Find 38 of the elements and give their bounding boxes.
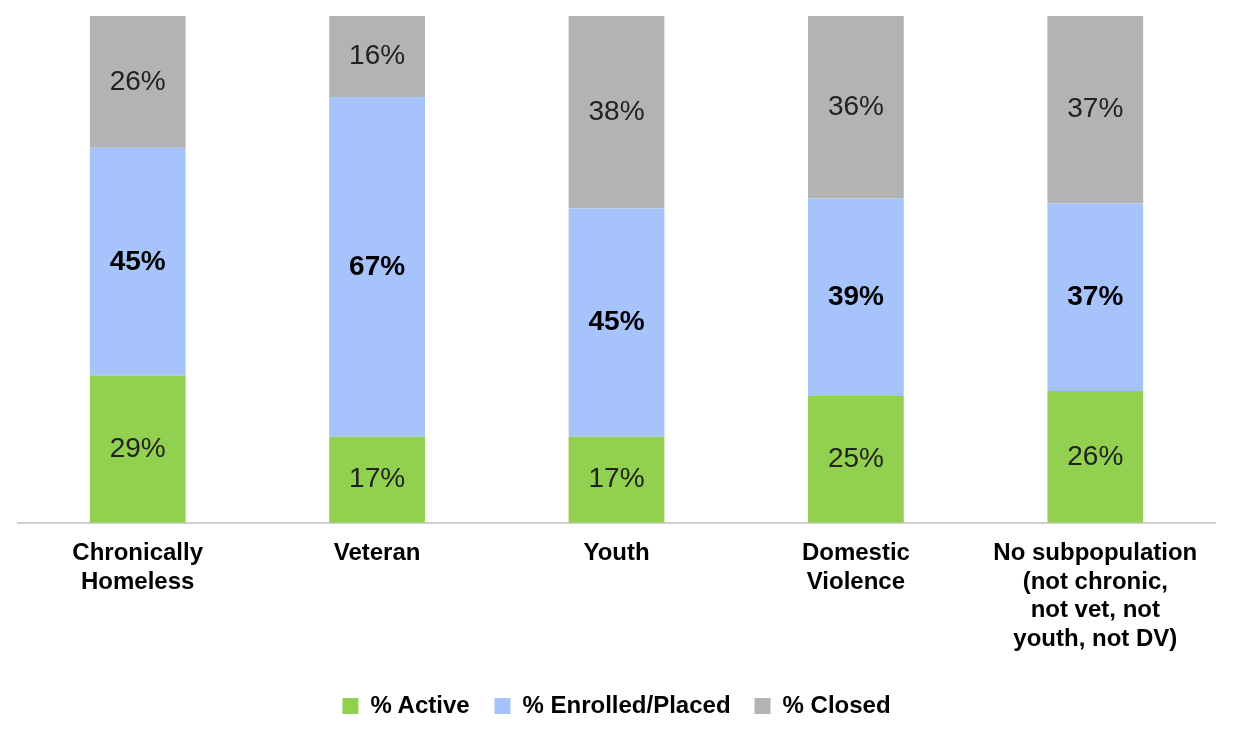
data-label: 17% [588,462,645,494]
bar [89,375,186,523]
data-label: 67% [349,249,406,281]
x-tick-label: No subpopulation (not chronic, not vet, not youth, not DV) [993,537,1198,652]
bar [1047,16,1144,204]
data-label: 26% [1067,439,1124,471]
bar [329,16,425,98]
legend-label: % Enrolled/Placed [522,690,731,718]
bar [89,16,186,148]
x-tick-label: Veteran [333,537,421,565]
bar [89,147,186,376]
bar [808,16,904,199]
bar [329,436,425,523]
bar [808,396,904,523]
data-label: 39% [827,279,885,311]
bar [808,198,904,397]
data-label: 17% [349,462,406,494]
x-tick-label: Domestic Violence [801,537,910,594]
bar [568,436,665,523]
data-label: 25% [827,442,884,474]
data-label: 45% [588,305,645,337]
bar [1047,391,1144,523]
bar [568,16,665,209]
data-label: 38% [588,95,645,127]
x-tick-label: Chronically Homeless [72,537,204,594]
data-label: 36% [827,89,884,121]
bar [568,208,665,437]
data-label: 37% [1067,279,1124,311]
legend-label: % Closed [782,690,891,718]
data-label: 16% [349,39,406,71]
data-label: 45% [109,244,166,276]
legend-label: % Active [370,690,470,718]
x-tick-label: Youth [583,537,650,565]
bar [1047,203,1144,392]
data-label: 29% [109,432,166,464]
bar [329,97,425,437]
data-label: 37% [1067,92,1124,124]
data-label: 26% [109,64,166,96]
